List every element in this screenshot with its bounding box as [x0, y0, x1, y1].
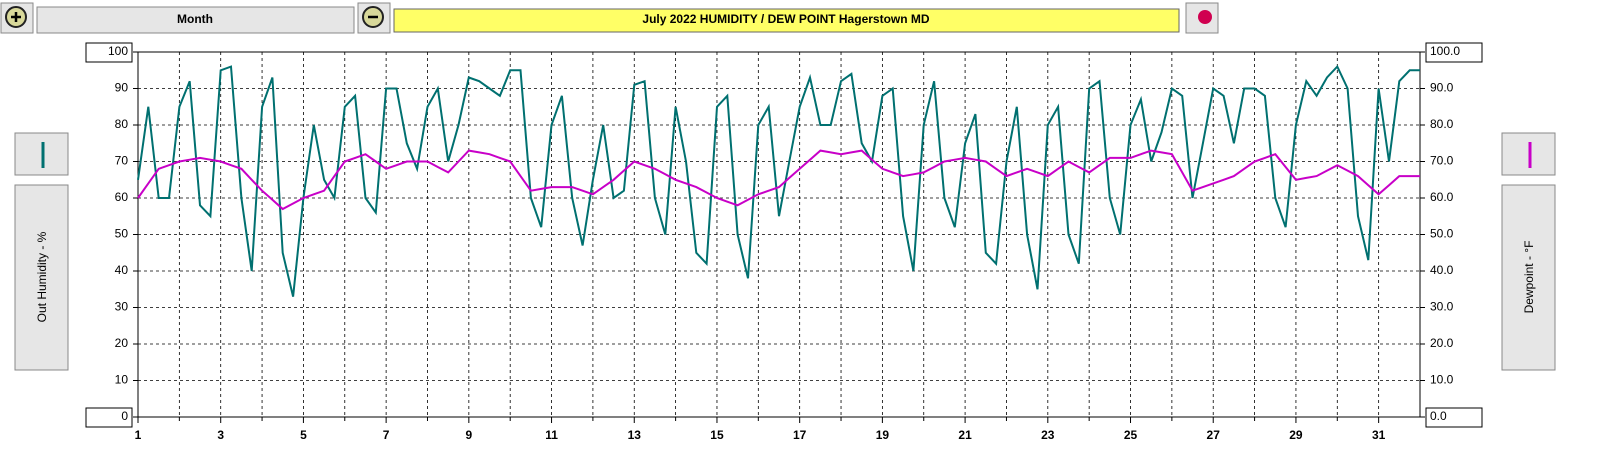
series-line: [137, 64, 1420, 297]
left-axis-button[interactable]: [14, 184, 69, 371]
x-tick-label: 25: [1124, 428, 1138, 442]
y-tick-label: 50: [115, 227, 129, 241]
y-end-box: [85, 42, 133, 63]
period-label: Month: [177, 12, 213, 26]
x-tick-label: 9: [465, 428, 472, 442]
print-icon: [1198, 10, 1212, 24]
y2-tick-label: 90.0: [1430, 81, 1454, 95]
x-tick-label: 1: [135, 428, 142, 442]
y2-tick-label: 80.0: [1430, 117, 1454, 131]
y-tick-label: 20: [115, 336, 129, 350]
y-tick-label: 10: [115, 373, 129, 387]
y2-tick-label: 20.0: [1430, 336, 1454, 350]
plus: [11, 12, 21, 22]
x-tick-label: 27: [1207, 428, 1221, 442]
y2-end-box: [1425, 42, 1483, 63]
y2-tick-label: 60.0: [1430, 190, 1454, 204]
y-tick-label: 30: [115, 300, 129, 314]
y-tick-label: 80: [115, 117, 129, 131]
x-tick-label: 11: [545, 428, 558, 442]
right-axis-button[interactable]: [1501, 184, 1556, 371]
y-tick-label: 40: [115, 263, 129, 277]
y2-tick-label: 100.0: [1430, 44, 1460, 58]
y2-tick-label: 50.0: [1430, 227, 1454, 241]
x-tick-label: 31: [1372, 428, 1386, 442]
y2-axis-label: Dewpoint - °F: [1522, 241, 1536, 314]
y-tick-label: 70: [115, 154, 129, 168]
title-bar: [393, 8, 1180, 33]
x-tick-label: 5: [300, 428, 307, 442]
x-tick-label: 21: [958, 428, 972, 442]
x-tick-label: 15: [710, 428, 724, 442]
y2-tick-label: 10.0: [1430, 373, 1454, 387]
y-tick-label: 0: [121, 409, 128, 423]
x-tick-label: 17: [793, 428, 807, 442]
y2-tick-label: 30.0: [1430, 300, 1454, 314]
period-button[interactable]: [36, 6, 355, 34]
y-tick-label: 100: [108, 44, 128, 58]
x-tick-label: 7: [383, 428, 390, 442]
y2-tick-label: 70.0: [1430, 154, 1454, 168]
x-tick-label: 29: [1289, 428, 1303, 442]
x-tick-label: 3: [217, 428, 224, 442]
y2-end-box: [1425, 407, 1483, 428]
y-tick-label: 90: [115, 81, 129, 95]
y-axis-label: Out Humidity - %: [35, 231, 49, 322]
y2-tick-label: 0.0: [1430, 409, 1447, 423]
series-line: [137, 149, 1420, 211]
y-end-box: [85, 407, 133, 428]
x-tick-label: 13: [628, 428, 642, 442]
x-tick-label: 19: [876, 428, 890, 442]
y-tick-label: 60: [115, 190, 129, 204]
chart-title: July 2022 HUMIDITY / DEW POINT Hagerstow…: [642, 12, 929, 26]
y2-tick-label: 40.0: [1430, 263, 1454, 277]
x-tick-label: 23: [1041, 428, 1055, 442]
